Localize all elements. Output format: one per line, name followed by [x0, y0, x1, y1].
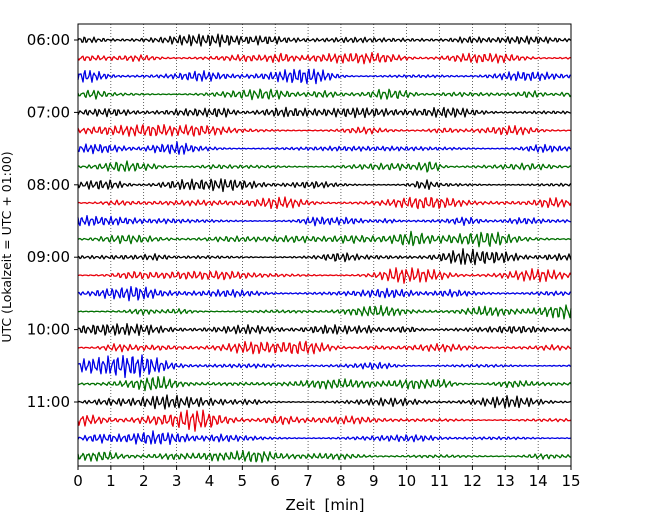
trace-0700	[77, 106, 572, 119]
x-tick-label: 3	[172, 472, 182, 490]
trace-1145	[77, 450, 572, 463]
x-tick-label: 15	[561, 472, 580, 490]
trace-0600	[77, 33, 572, 48]
trace-0930	[77, 285, 572, 302]
trace-0615	[77, 51, 572, 65]
trace-0800	[77, 178, 572, 193]
x-tick-label: 14	[529, 472, 548, 490]
y-tick-label: 11:00	[27, 393, 70, 411]
trace-0845	[77, 230, 571, 248]
trace-rows	[77, 33, 572, 463]
x-tick-label: 13	[496, 472, 515, 490]
x-tick-label: 8	[336, 472, 346, 490]
y-tick-label: 10:00	[27, 321, 70, 339]
trace-0900	[77, 248, 572, 266]
x-axis-label: Zeit [min]	[285, 496, 364, 514]
x-tick-label: 12	[463, 472, 482, 490]
trace-0945	[77, 304, 572, 320]
plot-frame	[77, 23, 572, 467]
y-tick-label: 08:00	[27, 176, 70, 194]
trace-1115	[77, 409, 572, 432]
trace-1100	[77, 394, 572, 410]
y-tick-label: 07:00	[27, 103, 70, 121]
x-tick-label: 2	[139, 472, 149, 490]
trace-0915	[77, 267, 572, 284]
x-tick-label: 11	[430, 472, 449, 490]
x-tick-label: 6	[270, 472, 280, 490]
trace-0715	[77, 124, 572, 137]
trace-1045	[77, 375, 572, 392]
trace-0730	[77, 141, 572, 155]
x-axis: 0 1 2 3 4 5 6 7 8 9 10 11 12 13 14 15	[73, 466, 581, 490]
y-axis-label: UTC (Lokalzeit = UTC + 01:00)	[0, 151, 14, 342]
trace-0815	[77, 196, 572, 210]
trace-1000	[77, 322, 572, 337]
x-tick-label: 9	[369, 472, 379, 490]
trace-1015	[77, 340, 572, 355]
y-tick-label: 09:00	[27, 248, 70, 266]
trace-0745	[77, 160, 572, 173]
x-tick-label: 7	[303, 472, 313, 490]
trace-0830	[77, 215, 572, 227]
trace-0630	[77, 68, 572, 85]
y-axis: 06:00 07:00 08:00 09:00 10:00 11:00	[27, 31, 78, 411]
x-tick-label: 10	[397, 472, 416, 490]
x-tick-label: 1	[106, 472, 116, 490]
x-tick-label: 0	[73, 472, 83, 490]
trace-1130	[77, 430, 572, 446]
trace-0645	[77, 88, 572, 101]
x-tick-label: 5	[238, 472, 248, 490]
y-tick-label: 06:00	[27, 31, 70, 49]
trace-1030	[77, 354, 572, 379]
x-tick-label: 4	[205, 472, 215, 490]
